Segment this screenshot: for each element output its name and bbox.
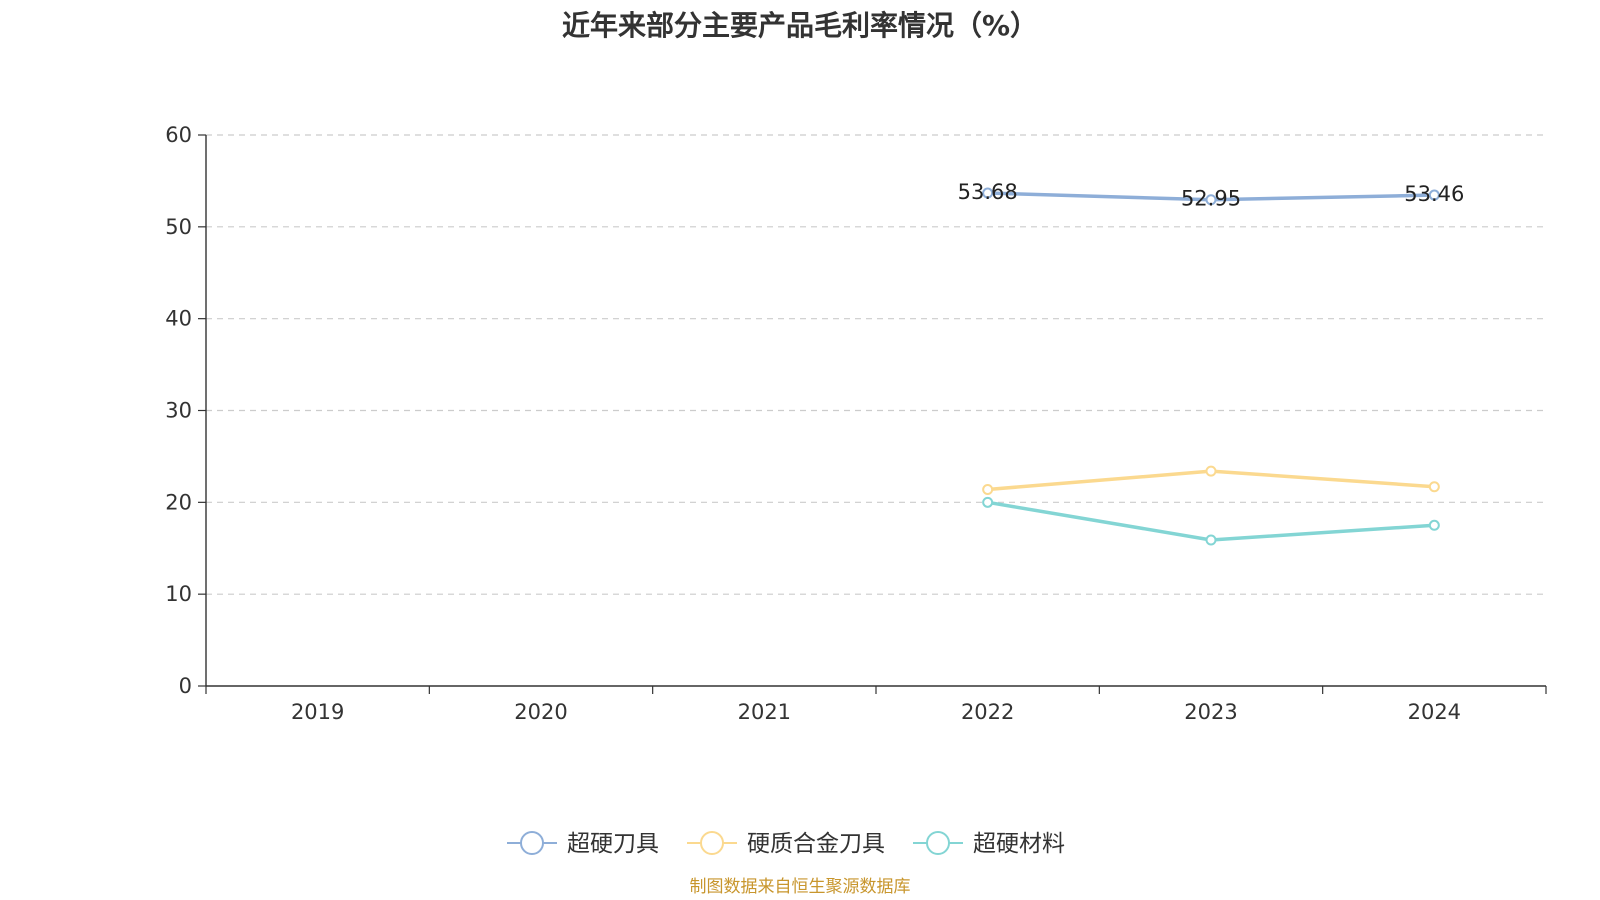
- series-group: [982, 496, 1440, 546]
- data-label: 52.95: [1181, 187, 1241, 211]
- y-tick-label: 10: [165, 582, 192, 606]
- data-point[interactable]: [1205, 194, 1217, 206]
- x-tick-label: 2020: [514, 700, 567, 724]
- y-tick-label: 50: [165, 215, 192, 239]
- data-point[interactable]: [982, 187, 994, 199]
- data-point[interactable]: [1205, 465, 1217, 477]
- data-point[interactable]: [982, 496, 994, 508]
- chart-title: 近年来部分主要产品毛利率情况（%）: [561, 9, 1039, 42]
- y-tick-label: 0: [179, 674, 192, 698]
- legend-item[interactable]: 超硬材料: [913, 831, 1065, 857]
- data-labels: 53.68 52.95 53.46: [958, 180, 1465, 211]
- series-lines: [982, 187, 1440, 546]
- legend-label: 超硬材料: [973, 831, 1065, 857]
- x-tick-label: 2023: [1184, 700, 1237, 724]
- source-note: 制图数据来自恒生聚源数据库: [689, 877, 911, 897]
- data-point[interactable]: [1428, 481, 1440, 493]
- data-point[interactable]: [1205, 534, 1217, 546]
- axes: 0 10 20 30 40 50 60 2019 2020 2021 2022 2023 2024: [165, 123, 1547, 724]
- data-point[interactable]: [1428, 519, 1440, 531]
- data-label: 53.46: [1404, 182, 1464, 206]
- data-point[interactable]: [1428, 189, 1440, 201]
- x-tick-label: 2021: [738, 700, 791, 724]
- legend-marker-icon: [520, 831, 544, 855]
- legend-item[interactable]: 硬质合金刀具: [687, 831, 885, 857]
- y-tick-label: 40: [165, 307, 192, 331]
- x-tick-label: 2022: [961, 700, 1014, 724]
- data-label: 53.68: [958, 180, 1018, 204]
- legend-marker-icon: [926, 831, 950, 855]
- data-point[interactable]: [982, 483, 994, 495]
- series-group: [982, 465, 1440, 495]
- y-tick-label: 20: [165, 490, 192, 514]
- series-line: [987, 500, 1435, 542]
- legend-item[interactable]: 超硬刀具: [507, 831, 659, 857]
- y-tick-label: 60: [165, 123, 192, 147]
- x-tick-label: 2024: [1408, 700, 1461, 724]
- y-tick-label: 30: [165, 399, 192, 423]
- grid-lines: [206, 134, 1546, 595]
- legend[interactable]: 超硬刀具 硬质合金刀具 超硬材料: [507, 831, 1065, 857]
- x-tick-label: 2019: [291, 700, 344, 724]
- legend-label: 超硬刀具: [567, 831, 659, 857]
- legend-marker-icon: [700, 831, 724, 855]
- legend-label: 硬质合金刀具: [747, 831, 885, 857]
- series-group: [982, 187, 1440, 206]
